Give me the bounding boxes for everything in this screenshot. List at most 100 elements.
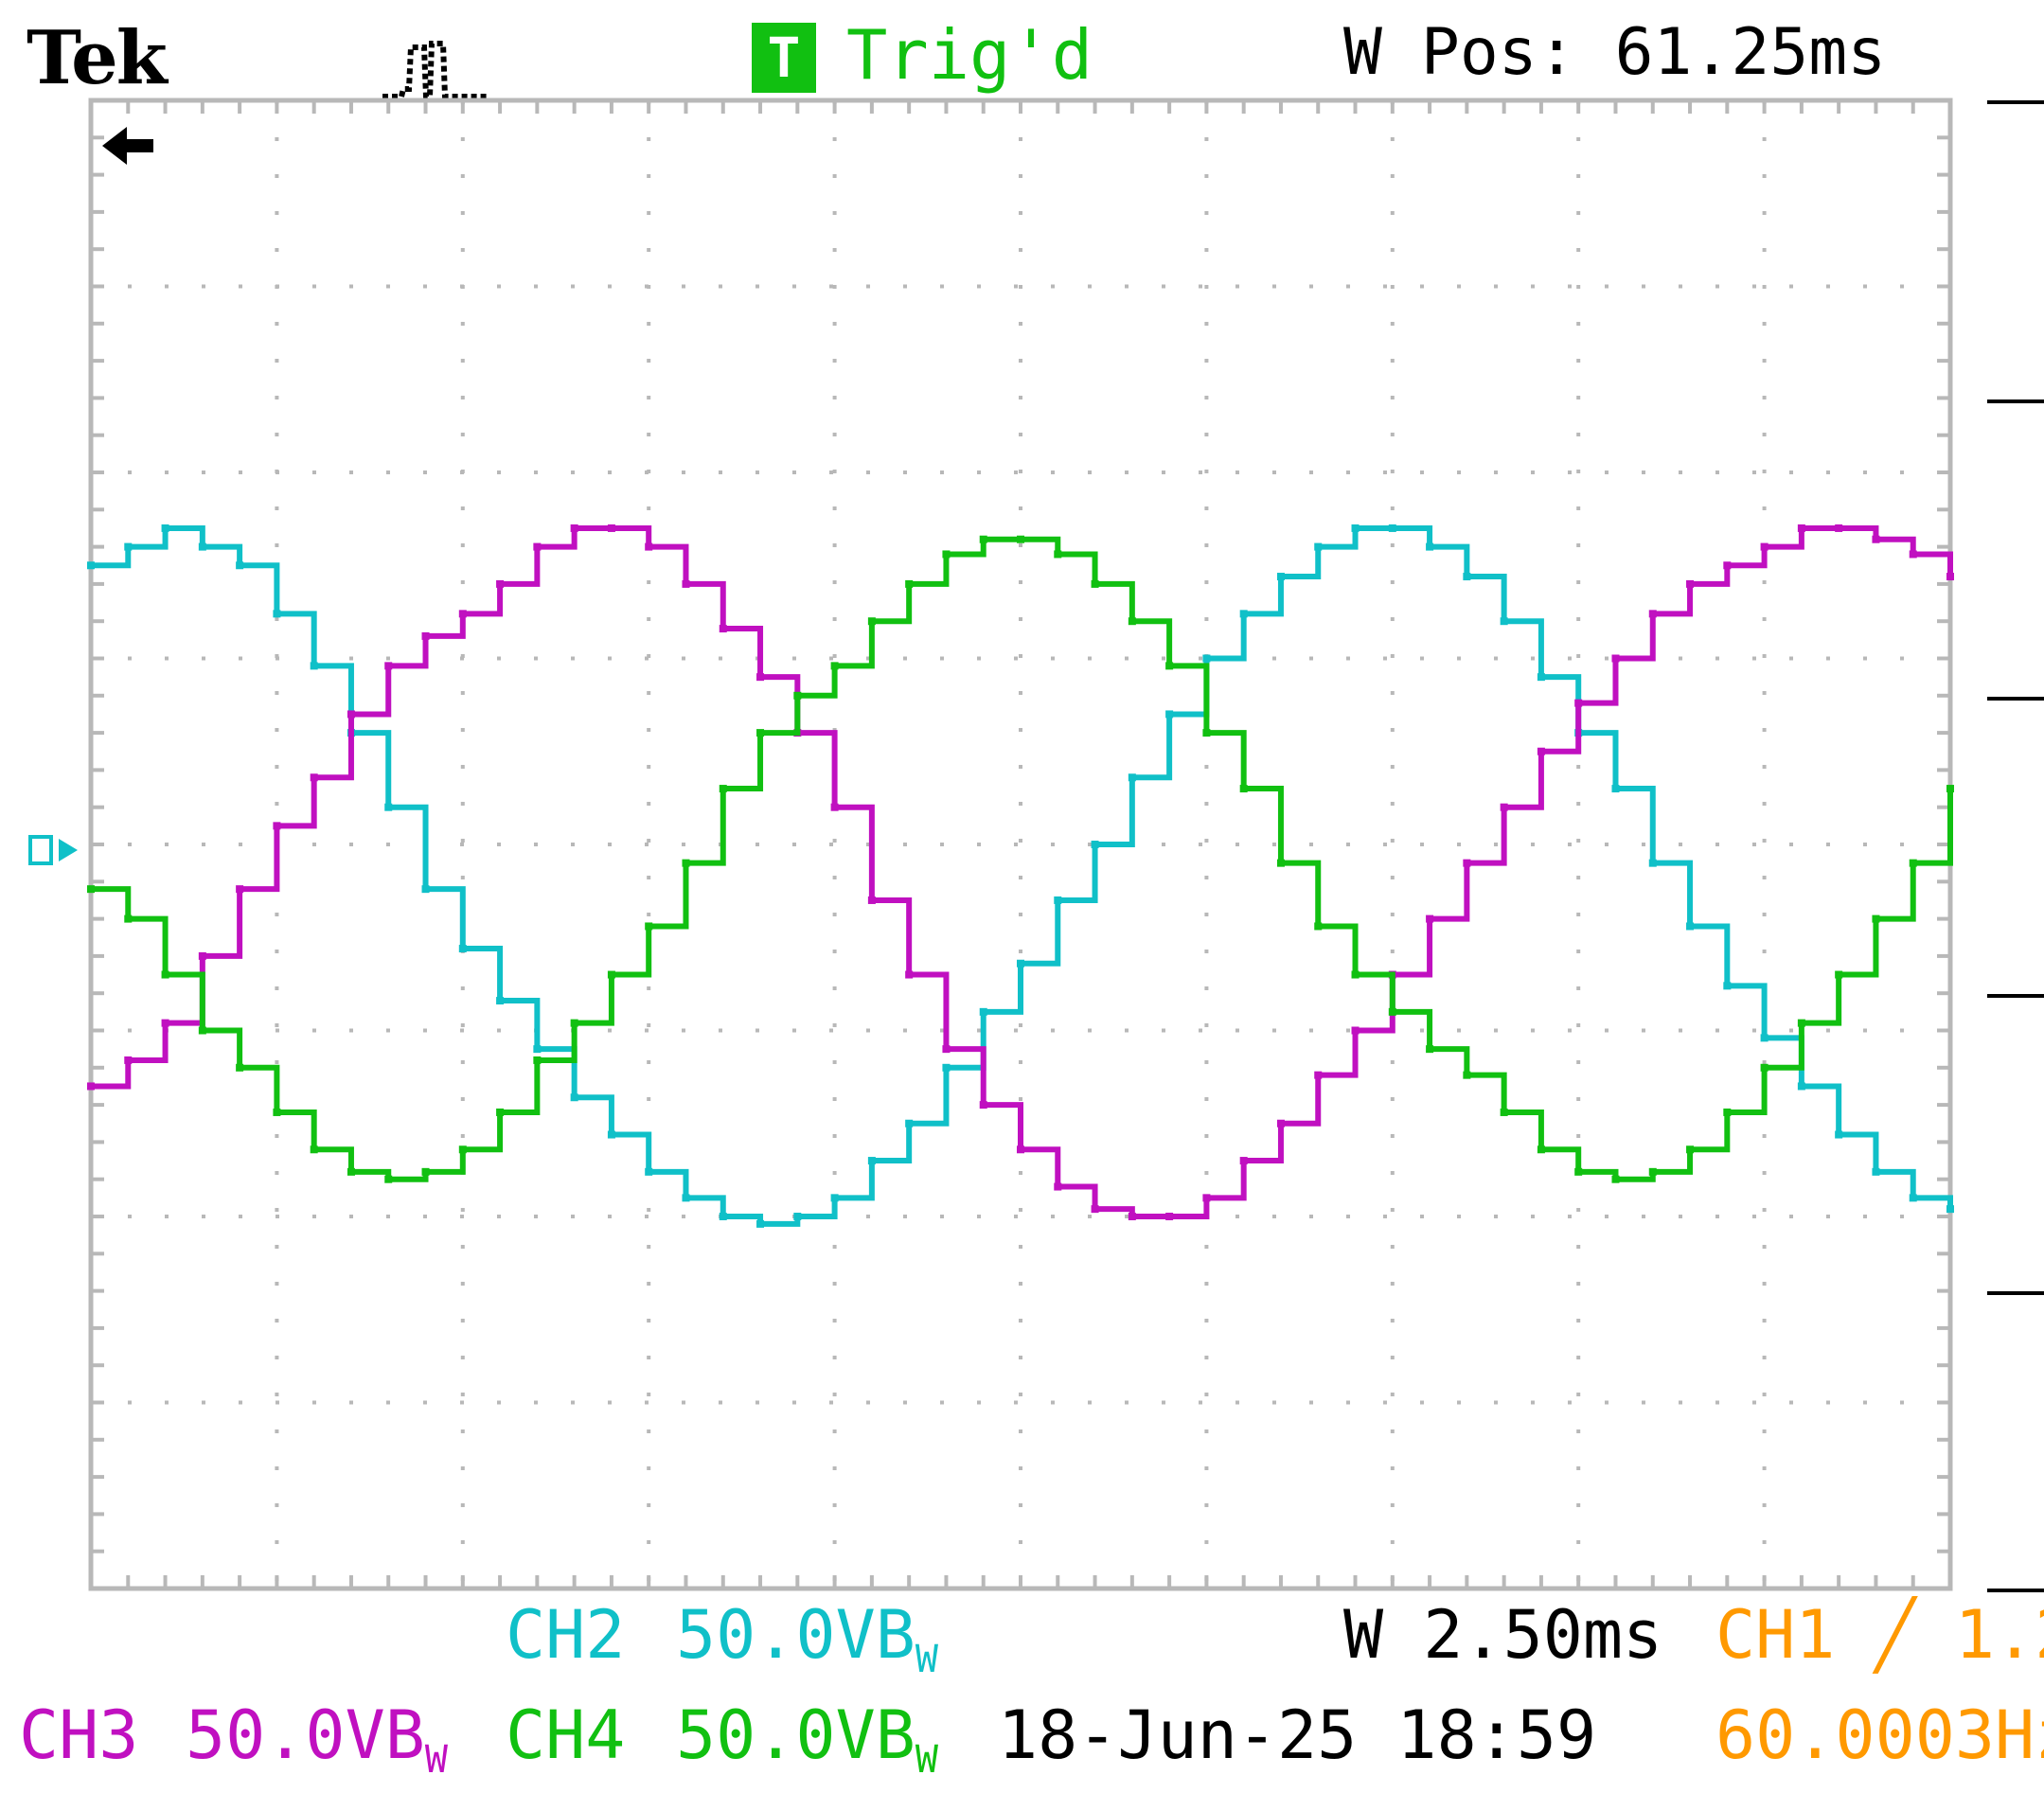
trigger-status-badge: T <box>752 23 816 93</box>
ch3-point <box>1946 573 1954 581</box>
ch4-point <box>1054 550 1062 559</box>
ch3-point <box>942 1045 951 1054</box>
ch3-point <box>533 542 542 551</box>
ch1-trigger-label: CH1 <box>1715 1596 1836 1674</box>
ch4-point <box>384 1175 393 1183</box>
ch4-point <box>347 1167 355 1176</box>
ch3-point <box>1872 535 1880 543</box>
ch4-point <box>905 579 914 588</box>
ch3-point <box>1611 654 1620 663</box>
ch3-point <box>236 885 244 894</box>
ch2-point <box>1909 1194 1917 1202</box>
ch1-trigger-readout: CH1 ╱ 1.2 <box>1715 1596 2044 1674</box>
ch3-point <box>1760 542 1769 551</box>
ch4-point <box>1351 970 1360 979</box>
acquisition-pulse-icon <box>382 30 534 110</box>
ch4-label: CH4 <box>506 1696 626 1774</box>
ch3-point <box>496 579 505 588</box>
ch2-point <box>1017 959 1024 968</box>
ch4-point <box>830 662 839 670</box>
ch3-point <box>1426 914 1434 923</box>
ch4-point <box>236 1063 244 1072</box>
ch4-point <box>161 970 169 979</box>
ch4-point <box>1500 1108 1508 1116</box>
ch3-point <box>979 1101 987 1110</box>
ch4-point <box>496 1108 505 1116</box>
left-arrow-icon <box>102 127 153 165</box>
ch2-point <box>1091 841 1099 848</box>
timebase-readout: W 2.50ms <box>1343 1596 1663 1674</box>
ch2-point <box>1611 785 1620 793</box>
ch2-point <box>458 945 467 953</box>
ch4-point <box>867 617 876 626</box>
ch4-point <box>124 914 133 923</box>
ch2-label: CH2 <box>506 1596 626 1674</box>
ch2-point <box>1946 1205 1954 1214</box>
ch4-point <box>1797 1019 1805 1027</box>
ch2-scale: 50.0VBW <box>676 1596 938 1681</box>
ch4-point <box>1835 970 1843 979</box>
ch3-point <box>1239 1157 1248 1165</box>
ch2-point <box>1723 982 1732 990</box>
ch4-point <box>533 1056 542 1064</box>
ch3-point <box>273 822 281 830</box>
ch3-point <box>1835 524 1843 532</box>
graticule <box>88 98 1953 1591</box>
ch3-point <box>682 579 690 588</box>
ch3-point <box>310 773 318 782</box>
ch4-trace <box>91 536 1953 1182</box>
ch4-point <box>273 1108 281 1116</box>
ch3-point <box>1091 1205 1099 1214</box>
ch4-point <box>570 1019 578 1027</box>
ch2-point <box>384 803 393 811</box>
ch3-point <box>1128 1213 1136 1220</box>
ch2-point <box>1054 896 1062 904</box>
ch2-point <box>1537 673 1545 682</box>
ch2-point <box>496 997 505 1005</box>
ch3-point <box>458 610 467 618</box>
ch4-point <box>1946 785 1954 793</box>
ch2-trace <box>91 524 1953 1227</box>
ch4-point <box>310 1145 318 1154</box>
ch2-point <box>1128 773 1136 782</box>
ch2-point <box>1648 859 1657 867</box>
ch2-point <box>310 662 318 670</box>
ch3-scale: 50.0VBW <box>186 1696 448 1782</box>
ch4-point <box>1909 859 1917 867</box>
ch4-point <box>1128 617 1136 626</box>
ch2-point <box>830 1194 839 1202</box>
ch3-point <box>830 803 839 811</box>
menu-divider <box>1987 100 2044 104</box>
ch2-point <box>1314 542 1323 551</box>
ch3-trace <box>91 524 1953 1219</box>
ch2-point <box>793 1213 802 1220</box>
ch4-point <box>682 859 690 867</box>
ch4-point <box>1872 914 1880 923</box>
ch2-point <box>570 1093 578 1102</box>
ch4-point <box>1463 1071 1471 1079</box>
ch4-point <box>1276 859 1285 867</box>
ch4-point <box>979 535 987 543</box>
ch3-point <box>347 710 355 719</box>
ch4-point <box>1760 1063 1769 1072</box>
waveform-display <box>28 98 1954 1591</box>
ch4-point <box>645 922 653 931</box>
ch2-point <box>1872 1167 1880 1176</box>
ch3-point <box>1314 1071 1323 1079</box>
ch2-point <box>1202 654 1211 663</box>
menu-divider <box>1987 1589 2044 1592</box>
ch3-point <box>867 896 876 904</box>
ch3-point <box>1165 1213 1174 1220</box>
ground-marker-icon <box>59 839 78 861</box>
ch2-point <box>533 1045 542 1054</box>
ch3-point <box>198 951 206 960</box>
ch3-point <box>87 1082 95 1091</box>
ch4-point <box>756 729 765 737</box>
ch4-point <box>1723 1108 1732 1116</box>
ch4-scale-value: 50.0VB <box>676 1696 915 1774</box>
ch3-point <box>570 524 578 532</box>
trigger-frequency-readout: 60.0003Hz <box>1715 1696 2044 1774</box>
ch4-point <box>198 1026 206 1035</box>
ch2-point <box>1351 524 1360 532</box>
ch4-point <box>1686 1145 1695 1154</box>
